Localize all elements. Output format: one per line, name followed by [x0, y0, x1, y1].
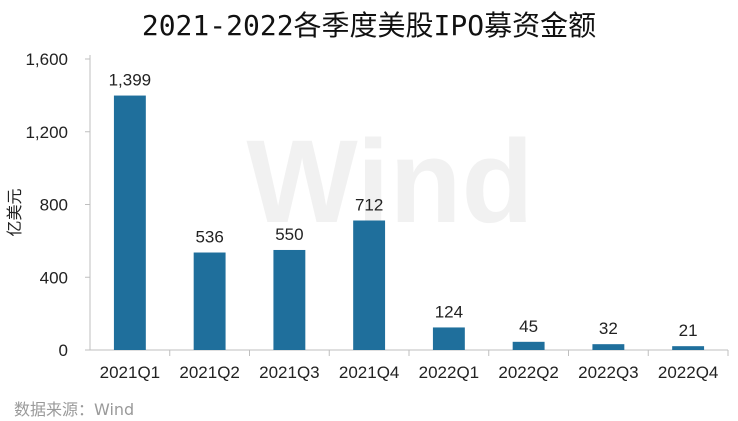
x-tick-label: 2022Q2 — [498, 363, 559, 382]
bar — [193, 252, 226, 350]
y-axis-title: 亿美元 — [5, 188, 24, 236]
data-label: 536 — [195, 228, 223, 247]
bar — [273, 249, 306, 350]
source-note: 数据来源：Wind — [14, 400, 135, 419]
x-tick-label: 2021Q3 — [259, 363, 320, 382]
data-label: 124 — [435, 302, 463, 321]
y-tick-label: 1,200 — [25, 123, 68, 142]
y-tick-label: 800 — [40, 196, 68, 215]
x-tick-label: 2022Q1 — [419, 363, 480, 382]
y-tick-label: 0 — [59, 341, 68, 360]
data-label: 21 — [679, 321, 698, 340]
data-label: 45 — [519, 317, 538, 336]
bar — [672, 346, 705, 350]
bar — [512, 341, 545, 350]
watermark: Wind — [246, 116, 533, 248]
data-label: 712 — [355, 196, 383, 215]
chart-title: 2021-2022各季度美股IPO募资金额 — [141, 9, 597, 42]
x-tick-label: 2021Q4 — [339, 363, 400, 382]
bar — [353, 220, 386, 350]
bar — [113, 95, 146, 350]
bar — [592, 344, 625, 350]
y-tick-label: 1,600 — [25, 50, 68, 69]
data-label: 550 — [275, 225, 303, 244]
y-tick-label: 400 — [40, 268, 68, 287]
bar — [432, 327, 465, 350]
x-tick-label: 2022Q3 — [578, 363, 639, 382]
x-tick-label: 2021Q2 — [179, 363, 240, 382]
x-tick-label: 2022Q4 — [658, 363, 719, 382]
x-tick-label: 2021Q1 — [100, 363, 161, 382]
data-label: 32 — [599, 319, 618, 338]
data-label: 1,399 — [109, 71, 152, 90]
